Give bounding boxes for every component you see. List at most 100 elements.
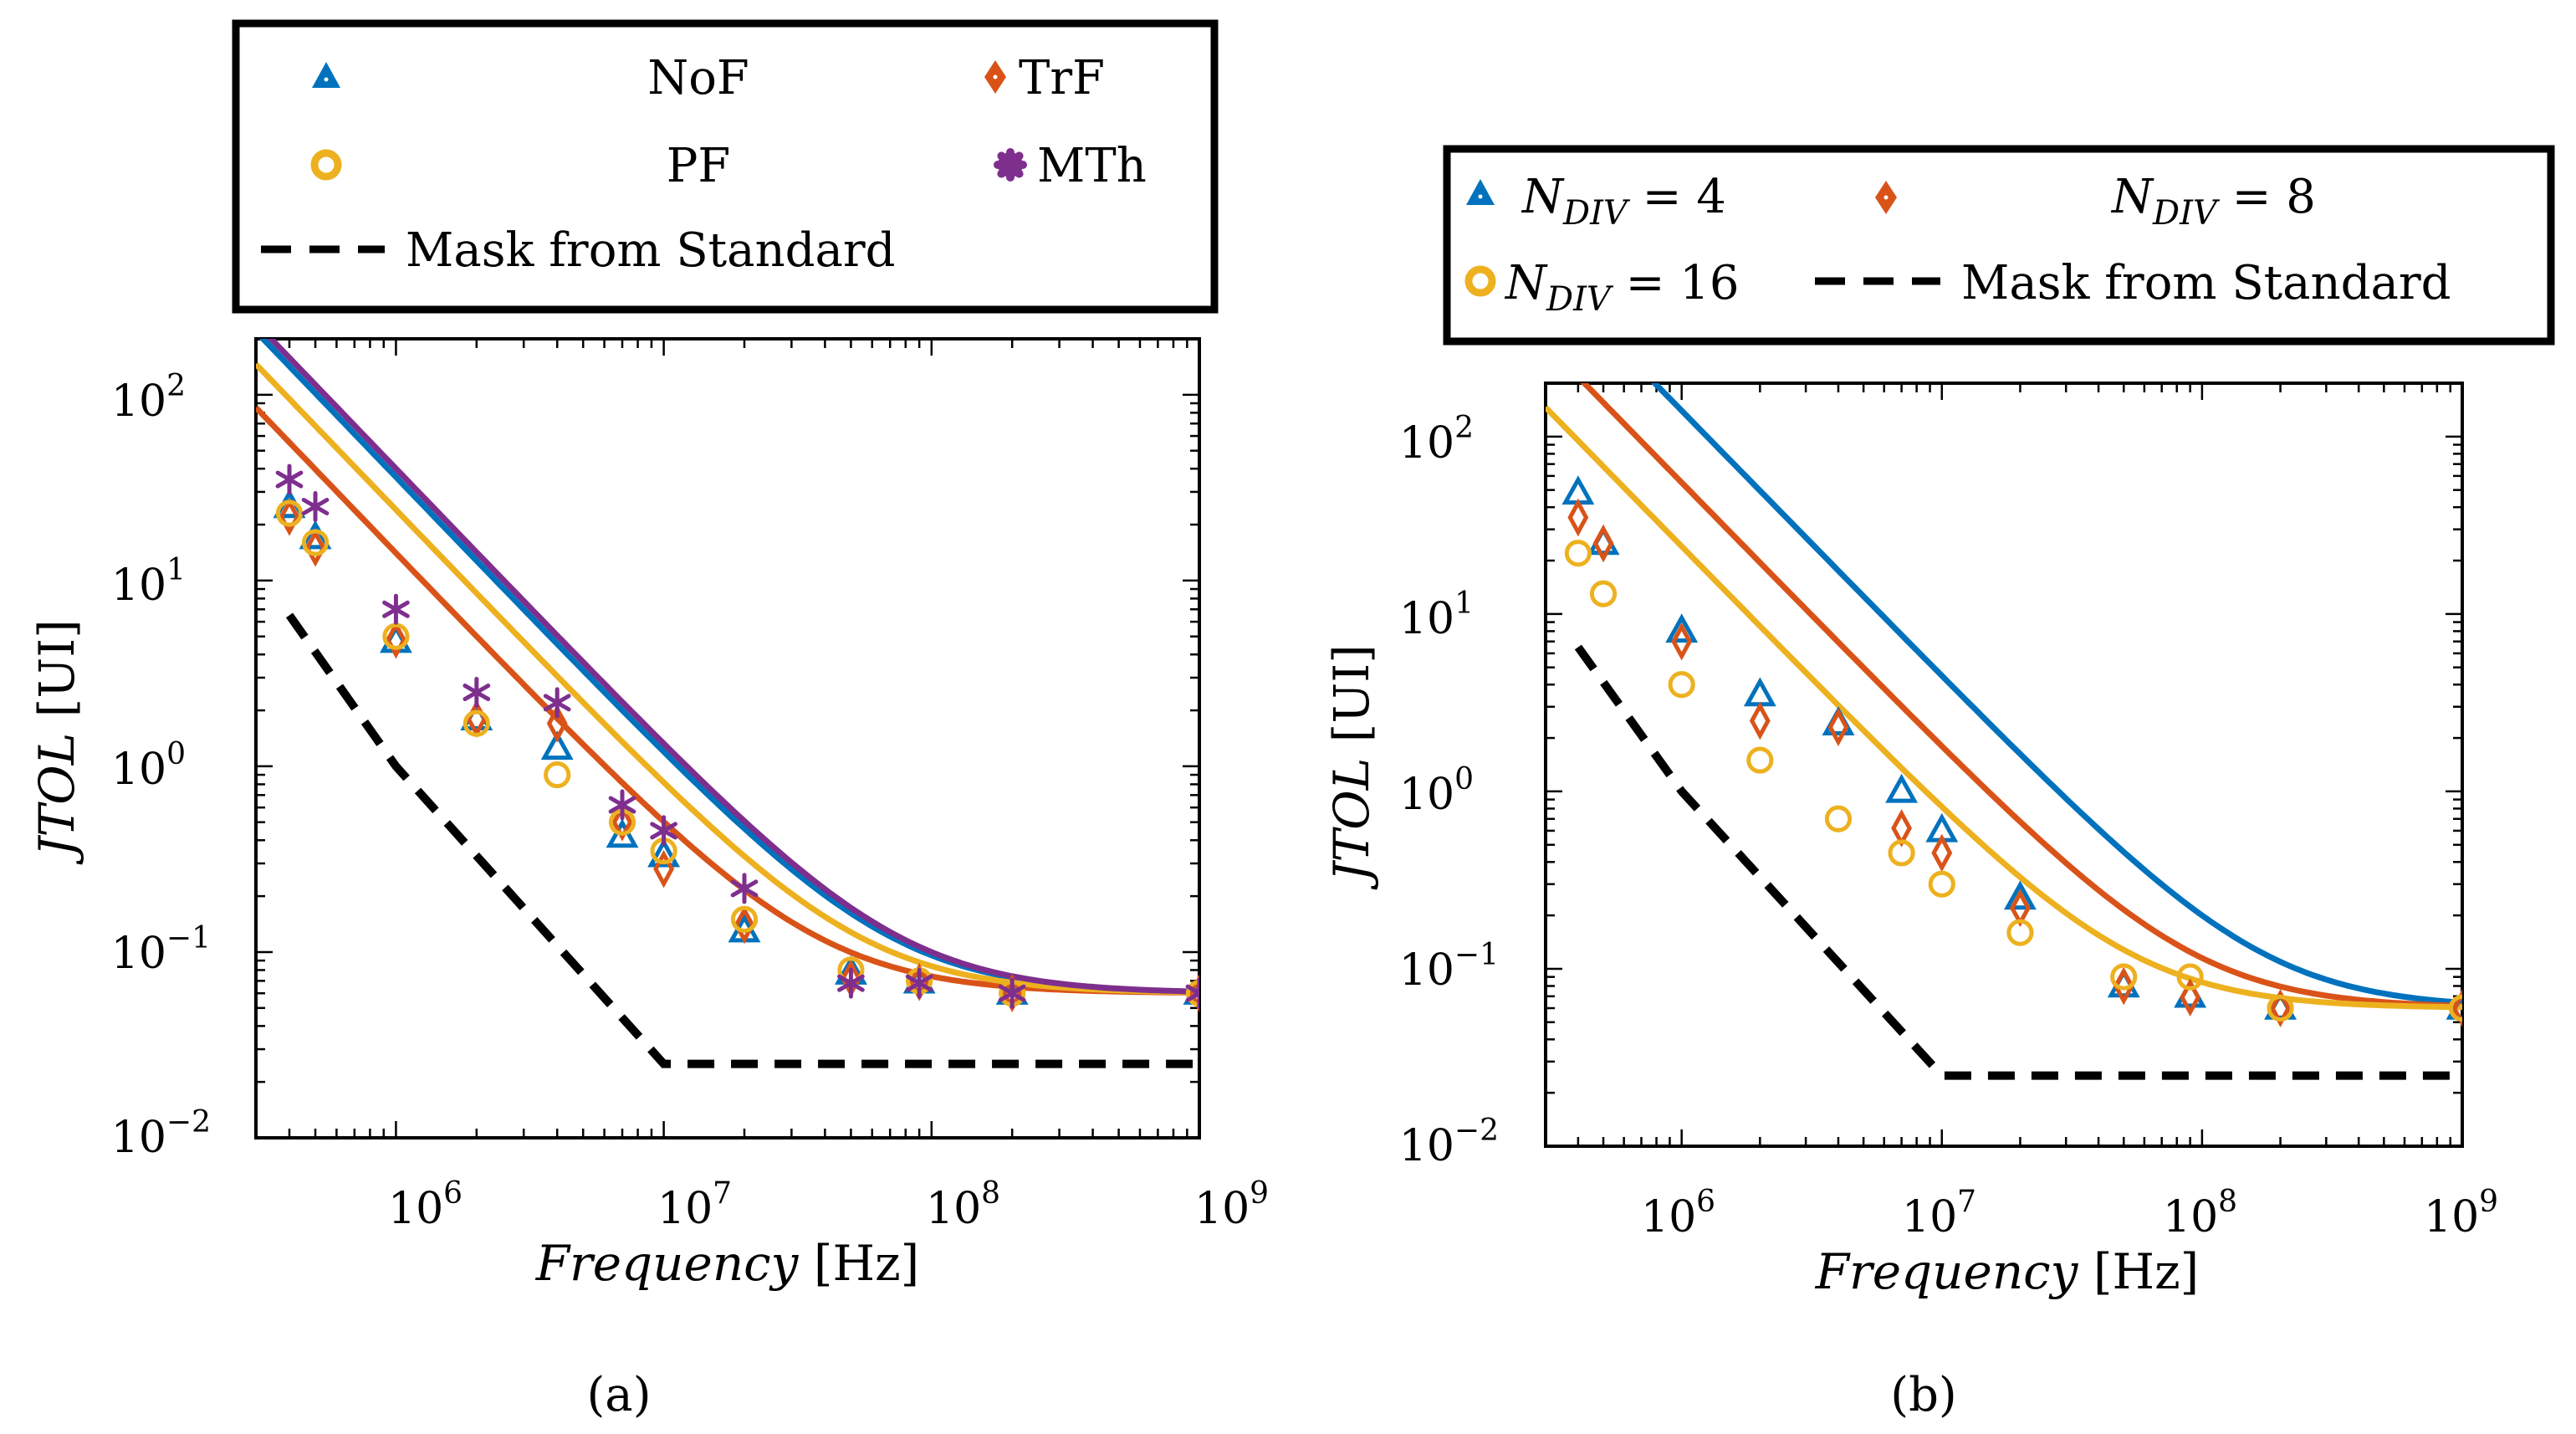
data-point-b-1-4 xyxy=(1827,708,1849,747)
data-point-b-0-3 xyxy=(1743,677,1776,707)
legend-a-mth-label: MTh xyxy=(1037,139,1147,193)
data-point-a-2-11 xyxy=(1185,980,1199,1007)
data-point-b-1-1 xyxy=(1592,524,1614,563)
legend-b-ndiv4-label: NDIV = 4 xyxy=(1521,170,1726,233)
legend-b-ndiv8-label: NDIV = 8 xyxy=(2110,170,2316,233)
data-point-a-2-7 xyxy=(730,905,759,933)
data-point-b-2-10 xyxy=(2267,994,2294,1022)
data-point-b-1-3 xyxy=(1749,701,1771,740)
legend-a-trf-label: TrF xyxy=(1019,51,1105,105)
panel-b: NDIV = 4 NDIV = 8 NDIV = 16 Mask from St… xyxy=(1323,145,2555,1422)
x-tick-label-a-3: 109 xyxy=(1194,1176,1269,1234)
y-tick-label-b-2: 100 xyxy=(1399,762,1474,820)
y-axis-title-b: JTOL [UI] xyxy=(1323,644,1380,890)
data-point-b-2-2 xyxy=(1668,671,1695,699)
data-point-a-1-0 xyxy=(279,498,300,536)
data-point-b-0-5 xyxy=(1885,773,1919,803)
legend-a-item-mask: Mask from Standard xyxy=(261,223,895,278)
legend-b-ndiv16-circle-icon xyxy=(1464,265,1496,297)
x-tick-label-a-2: 108 xyxy=(926,1176,1000,1234)
y-tick-labels-b: 10−2 10−1 100 101 102 xyxy=(1399,411,1499,1171)
x-tick-label-b-2: 108 xyxy=(2163,1185,2237,1242)
data-point-b-1-9 xyxy=(2180,978,2201,1017)
data-point-a-3-2 xyxy=(382,593,410,625)
ticks-a xyxy=(254,337,1201,1140)
data-point-a-1-4 xyxy=(546,704,568,743)
legend-b-ndiv8-diamond-icon xyxy=(1875,181,1897,214)
series-a xyxy=(256,339,1199,1068)
legend-b-item-ndiv8: NDIV = 8 xyxy=(1875,170,2316,233)
legend-a-box xyxy=(232,19,1219,314)
axes-a xyxy=(254,337,1201,1140)
fit-curve-a-0 xyxy=(258,339,1199,995)
legend-a-pf-circle-icon xyxy=(310,149,342,181)
data-point-b-2-0 xyxy=(1564,540,1592,567)
fit-curve-a-3 xyxy=(267,339,1199,995)
fit-curve-b-1 xyxy=(1580,383,2462,1009)
data-point-b-1-0 xyxy=(1567,498,1589,537)
data-point-a-3-10 xyxy=(998,977,1026,1009)
data-point-a-0-5 xyxy=(606,818,639,848)
data-point-b-0-2 xyxy=(1665,613,1699,643)
data-point-b-1-6 xyxy=(1931,833,1953,873)
data-point-a-3-4 xyxy=(543,687,571,719)
data-point-b-2-8 xyxy=(2110,963,2138,991)
fit-curve-b-0 xyxy=(1650,383,2462,1006)
x-tick-label-b-1: 107 xyxy=(1902,1185,1976,1242)
legend-a-mth-star-icon xyxy=(994,148,1027,182)
legend-a: NoF TrF PF MTh Mask from Standard xyxy=(232,19,1219,314)
legend-b-item-ndiv4: NDIV = 4 xyxy=(1466,170,1726,233)
x-tick-label-a-0: 106 xyxy=(388,1176,463,1234)
data-point-a-3-3 xyxy=(463,677,491,709)
data-point-b-1-5 xyxy=(1891,809,1913,848)
data-point-b-1-2 xyxy=(1671,622,1693,661)
data-point-b-1-10 xyxy=(2270,989,2291,1027)
data-point-b-2-11 xyxy=(2448,994,2462,1022)
data-point-b-2-5 xyxy=(1888,839,1915,867)
data-point-a-3-7 xyxy=(730,873,759,904)
legend-b-mask-label: Mask from Standard xyxy=(1961,256,2451,310)
legend-b-item-ndiv16: NDIV = 16 xyxy=(1464,256,1740,319)
legend-a-item-pf: PF xyxy=(310,139,730,193)
fit-curve-a-1 xyxy=(256,405,1199,996)
mask-line-a xyxy=(285,612,1199,1068)
caption-a: (a) xyxy=(586,1368,651,1422)
legend-a-trf-diamond-icon xyxy=(984,60,1006,94)
data-point-a-2-1 xyxy=(301,529,330,556)
legend-a-nof-triangle-icon xyxy=(312,62,340,88)
x-tick-labels-b: 106 107 108 109 xyxy=(1641,1185,2498,1242)
legend-a-nof-label: NoF xyxy=(647,51,749,105)
data-point-b-1-8 xyxy=(2113,966,2134,1006)
legend-b-ndiv4-triangle-icon xyxy=(1466,179,1495,205)
y-tick-labels-a: 10−2 10−1 100 101 102 xyxy=(111,369,211,1163)
data-point-a-3-11 xyxy=(1185,977,1199,1009)
legend-a-item-nof: NoF xyxy=(312,51,749,105)
plot-frame-b xyxy=(1544,382,2464,1148)
data-point-a-3-0 xyxy=(275,463,304,495)
data-point-b-2-7 xyxy=(2006,919,2034,946)
legend-b-ndiv16-label: NDIV = 16 xyxy=(1504,256,1740,319)
legend-b-box xyxy=(1443,145,2555,346)
data-point-a-0-4 xyxy=(540,730,574,761)
axes-b xyxy=(1544,382,2464,1148)
x-tick-label-b-0: 106 xyxy=(1641,1185,1715,1242)
data-point-a-2-4 xyxy=(544,761,571,789)
legend-b-item-mask: Mask from Standard xyxy=(1815,256,2451,310)
data-point-a-1-1 xyxy=(304,528,326,567)
x-axis-title-a: Frequency [Hz] xyxy=(535,1235,920,1292)
x-axis-title-b: Frequency [Hz] xyxy=(1815,1243,2200,1300)
legend-a-mask-label: Mask from Standard xyxy=(406,223,895,278)
panel-a: NoF TrF PF MTh Mask from Standard xyxy=(28,19,1269,1422)
data-point-a-1-7 xyxy=(733,905,755,945)
data-point-b-1-11 xyxy=(2451,989,2462,1027)
series-b xyxy=(1546,383,2462,1080)
data-point-a-3-6 xyxy=(650,815,677,847)
legend-a-item-mth: MTh xyxy=(994,139,1147,193)
caption-b: (b) xyxy=(1890,1368,1957,1422)
data-point-a-1-5 xyxy=(611,802,633,842)
x-tick-label-a-1: 107 xyxy=(657,1176,732,1234)
data-point-a-3-9 xyxy=(905,967,933,999)
x-tick-labels-a: 106 107 108 109 xyxy=(388,1176,1269,1234)
plot-frame-a xyxy=(254,337,1201,1140)
mask-line-b xyxy=(1574,644,2462,1080)
